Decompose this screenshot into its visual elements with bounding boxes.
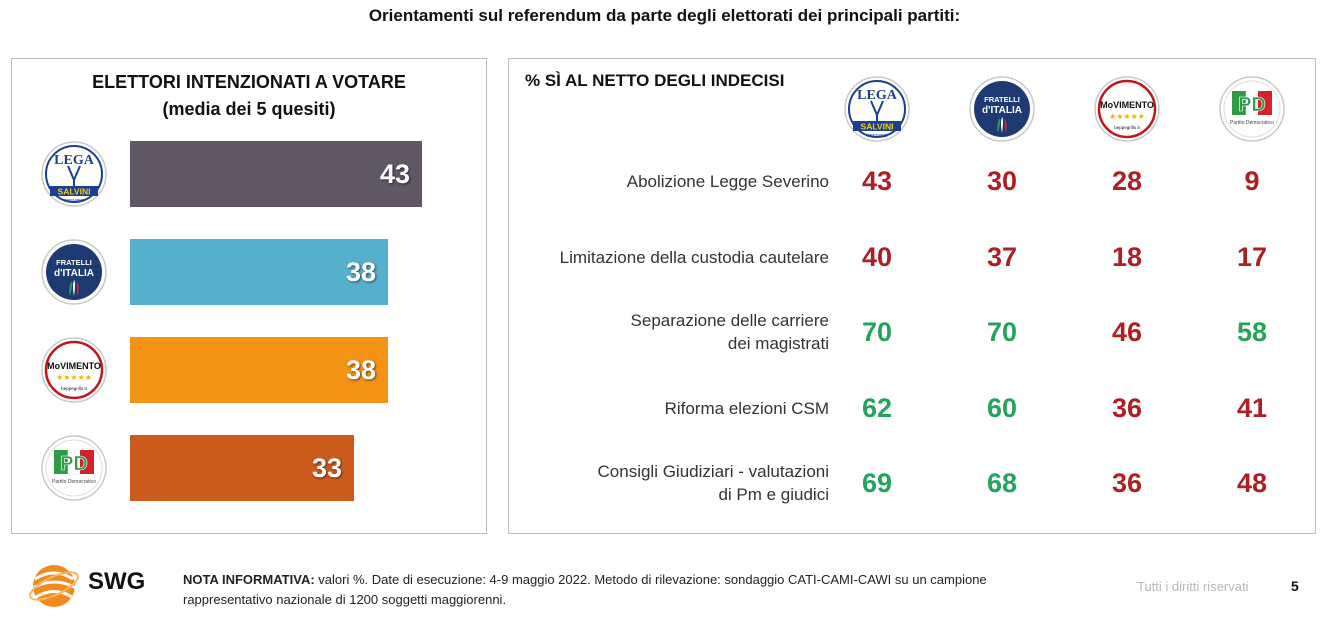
svg-text:MoVIMENTO: MoVIMENTO xyxy=(47,361,101,371)
table-cell-value: 40 xyxy=(861,242,893,272)
bar-row: FRATELLI d'ITALIA 38 xyxy=(12,239,486,305)
fratelli-ditalia-logo-icon: FRATELLI d'ITALIA xyxy=(40,238,108,306)
bar: 43 xyxy=(130,141,422,207)
footnote: NOTA INFORMATIVA: valori %. Date di esec… xyxy=(183,570,1043,610)
bar-row: MoVIMENTO ★★★★★ beppegrillo.it 38 xyxy=(12,337,486,403)
movimento-5-stelle-logo-icon: MoVIMENTO ★★★★★ beppegrillo.it xyxy=(40,336,108,404)
question-label-line1: Separazione delle carriere xyxy=(630,311,829,330)
voters-intention-panel: ELETTORI INTENZIONATI A VOTARE (media de… xyxy=(11,58,487,534)
svg-text:Partito Democratico: Partito Democratico xyxy=(1230,120,1274,126)
table-cell-value: 69 xyxy=(861,468,893,498)
svg-text:d'ITALIA: d'ITALIA xyxy=(982,105,1022,116)
table-row: Abolizione Legge Severino 43 30 28 9 xyxy=(509,153,1315,209)
footnote-text: valori %. Date di esecuzione: 4-9 maggio… xyxy=(183,572,987,607)
bar-value-label: 38 xyxy=(345,257,376,287)
lega-logo-icon: LEGA SALVINI PREMIER xyxy=(40,140,108,208)
question-label-line1: Limitazione della custodia cautelare xyxy=(559,247,829,267)
page-number: 5 xyxy=(1291,578,1299,594)
partito-democratico-logo-icon: PD Partito Democratico xyxy=(40,434,108,502)
table-cell-value: 37 xyxy=(986,242,1018,272)
svg-text:PD: PD xyxy=(1238,94,1266,116)
svg-text:d'ITALIA: d'ITALIA xyxy=(54,268,94,279)
table-cell-value: 30 xyxy=(986,166,1018,196)
svg-text:beppegrillo.it: beppegrillo.it xyxy=(61,386,87,391)
yes-percentage-panel: % SÌ AL NETTO DEGLI INDECISI LEGA SALVIN… xyxy=(508,58,1316,534)
page-title: Orientamenti sul referendum da parte deg… xyxy=(368,6,961,25)
question-label-line1: Consigli Giudiziari - valutazioni xyxy=(597,462,829,481)
table-row: Limitazione della custodia cautelare 40 37… xyxy=(509,229,1315,285)
question-label: Abolizione Legge Severino xyxy=(509,153,829,209)
question-label: Separazione delle carriere dei magistrati xyxy=(509,304,829,360)
bar: 38 xyxy=(130,337,388,403)
table-cell-value: 9 xyxy=(1244,166,1260,196)
swg-logo-icon xyxy=(29,565,79,607)
table-cell-value: 18 xyxy=(1111,242,1143,272)
question-label-line2: dei magistrati xyxy=(727,334,829,353)
bar-row: PD Partito Democratico 33 xyxy=(12,435,486,501)
table-cell-value: 70 xyxy=(861,317,893,347)
table-row: Consigli Giudiziari - valutazioni di Pm e… xyxy=(509,455,1315,511)
svg-text:PD: PD xyxy=(60,453,88,475)
svg-text:FRATELLI: FRATELLI xyxy=(56,258,92,267)
svg-text:PREMIER: PREMIER xyxy=(867,133,888,138)
bar-row: LEGA SALVINI PREMIER 43 xyxy=(12,141,486,207)
table-cell-value: 70 xyxy=(986,317,1018,347)
table-cell-value: 17 xyxy=(1236,242,1268,272)
svg-text:PREMIER: PREMIER xyxy=(64,198,85,203)
table-cell-value: 48 xyxy=(1236,468,1268,498)
table-cell-value: 46 xyxy=(1111,317,1143,347)
rights-reserved: Tutti i diritti riservati xyxy=(1137,579,1249,594)
bar-value-label: 43 xyxy=(379,159,410,189)
bar: 38 xyxy=(130,239,388,305)
svg-text:SALVINI: SALVINI xyxy=(861,122,894,132)
table-row: Separazione delle carriere dei magistrati… xyxy=(509,304,1315,360)
svg-text:beppegrillo.it: beppegrillo.it xyxy=(1114,125,1140,130)
question-label: Consigli Giudiziari - valutazioni di Pm e… xyxy=(509,455,829,511)
footnote-label: NOTA INFORMATIVA: xyxy=(183,572,315,587)
table-cell-value: 36 xyxy=(1111,468,1143,498)
table-cell-value: 60 xyxy=(986,393,1018,423)
table-cell-value: 43 xyxy=(861,166,893,196)
svg-text:MoVIMENTO: MoVIMENTO xyxy=(1100,100,1154,110)
question-label-line1: Abolizione Legge Severino xyxy=(626,171,829,191)
question-label-line2: di Pm e giudici xyxy=(718,485,829,504)
lega-logo-top: LEGA xyxy=(54,153,95,168)
table-cell-value: 62 xyxy=(861,393,893,423)
left-heading-line2: (media dei 5 quesiti) xyxy=(162,99,336,119)
svg-text:★★★★★: ★★★★★ xyxy=(1109,112,1145,121)
bar-value-label: 38 xyxy=(345,355,376,385)
bar-value-label: 33 xyxy=(311,453,342,483)
partito-democratico-logo-icon: PD Partito Democratico xyxy=(1218,75,1286,143)
table-cell-value: 36 xyxy=(1111,393,1143,423)
swg-brand: SWG xyxy=(88,568,146,595)
left-panel-heading: ELETTORI INTENZIONATI A VOTARE (media de… xyxy=(12,69,486,123)
question-label-line1: Riforma elezioni CSM xyxy=(664,398,829,418)
table-row: Riforma elezioni CSM 62 60 36 41 xyxy=(509,380,1315,436)
question-label: Riforma elezioni CSM xyxy=(509,380,829,436)
svg-text:FRATELLI: FRATELLI xyxy=(984,95,1020,104)
fratelli-ditalia-logo-icon: FRATELLI d'ITALIA xyxy=(968,75,1036,143)
table-cell-value: 68 xyxy=(986,468,1018,498)
lega-logo-top: LEGA xyxy=(857,88,898,103)
left-heading-line1: ELETTORI INTENZIONATI A VOTARE xyxy=(92,72,406,92)
movimento-5-stelle-logo-icon: MoVIMENTO ★★★★★ beppegrillo.it xyxy=(1093,75,1161,143)
svg-text:SALVINI: SALVINI xyxy=(58,187,91,197)
svg-text:★★★★★: ★★★★★ xyxy=(56,373,92,382)
right-panel-heading: % SÌ AL NETTO DEGLI INDECISI xyxy=(525,71,785,90)
question-label: Limitazione della custodia cautelare xyxy=(509,229,829,285)
table-cell-value: 58 xyxy=(1236,317,1268,347)
svg-text:Partito Democratico: Partito Democratico xyxy=(52,479,96,485)
bar: 33 xyxy=(130,435,354,501)
table-cell-value: 41 xyxy=(1236,393,1268,423)
lega-logo-icon: LEGA SALVINI PREMIER xyxy=(843,75,911,143)
table-cell-value: 28 xyxy=(1111,166,1143,196)
